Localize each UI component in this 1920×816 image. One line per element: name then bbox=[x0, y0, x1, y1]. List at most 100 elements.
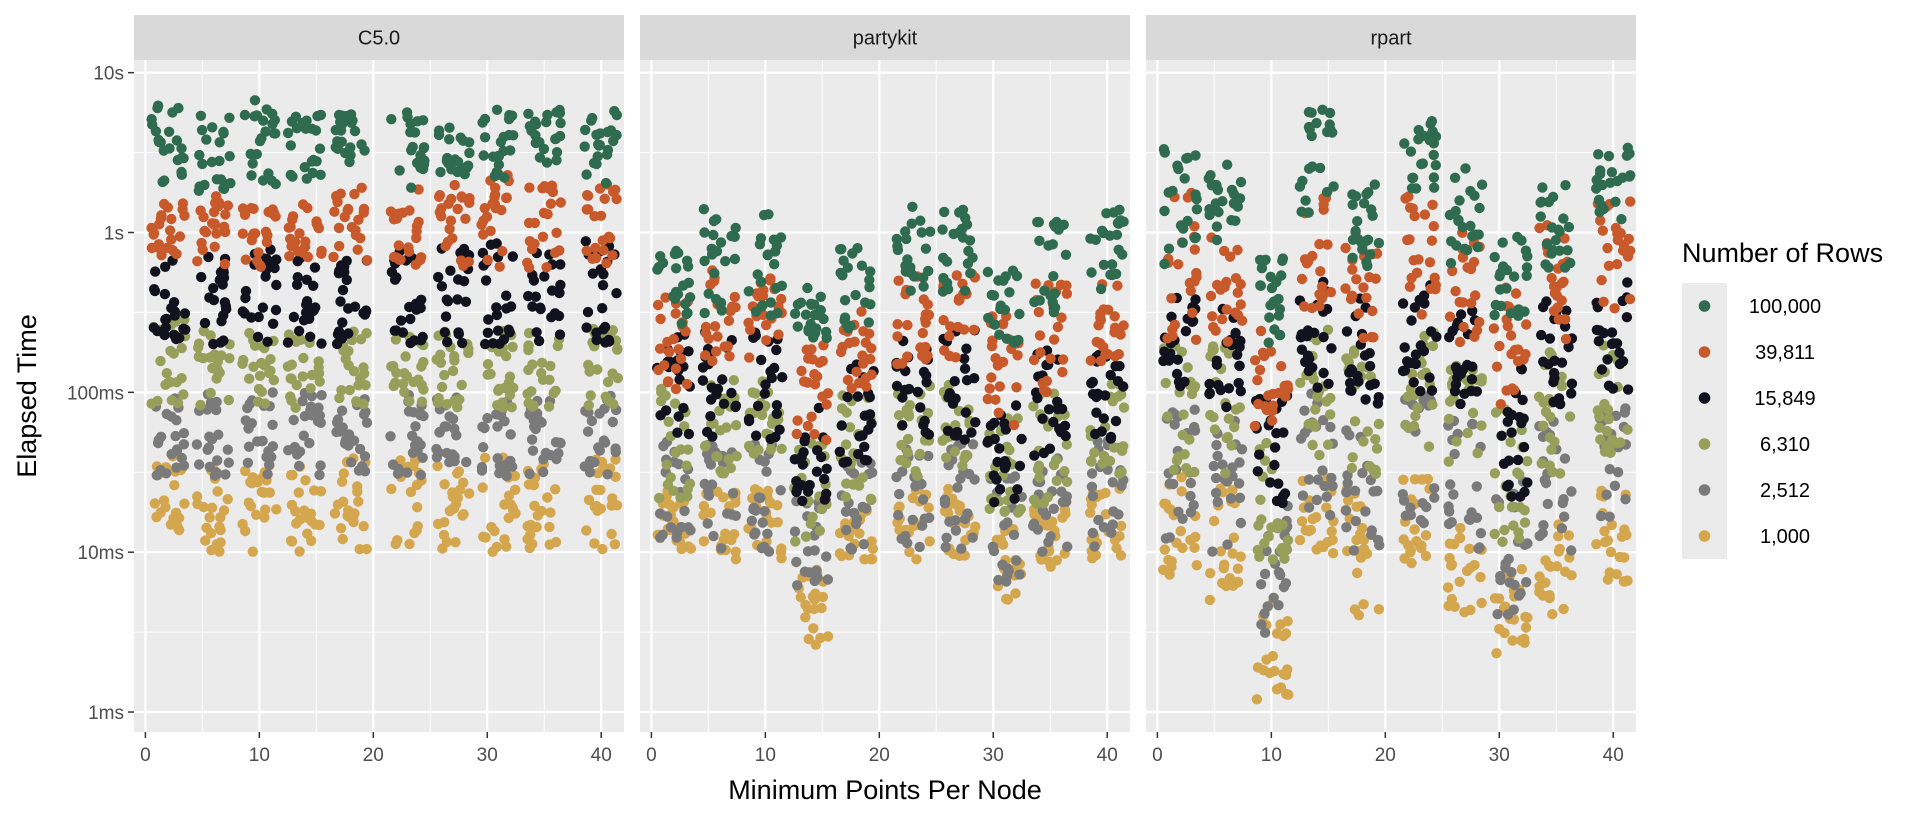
data-point bbox=[709, 321, 721, 332]
data-point bbox=[1517, 394, 1528, 406]
data-point bbox=[1001, 593, 1012, 605]
data-point bbox=[161, 408, 172, 420]
data-point bbox=[1172, 354, 1184, 365]
data-point bbox=[302, 528, 313, 539]
data-point bbox=[725, 462, 736, 474]
data-point bbox=[262, 469, 273, 480]
data-point bbox=[1553, 531, 1564, 542]
data-point bbox=[393, 240, 404, 251]
data-point bbox=[1319, 481, 1331, 492]
data-point bbox=[1093, 514, 1104, 526]
data-point bbox=[853, 448, 864, 460]
data-point bbox=[1105, 369, 1116, 381]
data-point bbox=[1547, 191, 1559, 203]
data-point bbox=[1043, 404, 1055, 415]
data-point bbox=[792, 415, 803, 426]
data-point bbox=[660, 292, 671, 303]
data-point bbox=[1564, 411, 1576, 422]
data-point bbox=[463, 347, 474, 359]
data-point bbox=[1506, 427, 1517, 438]
data-point bbox=[950, 525, 962, 536]
data-point bbox=[453, 274, 464, 285]
data-point bbox=[214, 521, 225, 532]
data-point bbox=[1362, 426, 1373, 437]
data-point bbox=[523, 340, 534, 351]
data-point bbox=[1416, 158, 1427, 170]
data-point bbox=[1424, 257, 1436, 268]
data-point bbox=[1098, 413, 1110, 424]
data-point bbox=[1447, 265, 1458, 277]
data-point bbox=[1407, 172, 1419, 183]
data-point bbox=[479, 203, 490, 214]
facet-panel-rpart: rpart bbox=[1146, 15, 1636, 732]
x-tick-label: 0 bbox=[646, 745, 657, 766]
data-point bbox=[1356, 361, 1368, 372]
data-point bbox=[292, 272, 303, 283]
data-point bbox=[580, 236, 591, 247]
data-point bbox=[1109, 311, 1120, 322]
data-point bbox=[1317, 289, 1329, 301]
data-point bbox=[1399, 138, 1410, 149]
data-point bbox=[851, 518, 862, 530]
data-point bbox=[1469, 559, 1480, 571]
data-point bbox=[1344, 367, 1355, 378]
data-point bbox=[207, 218, 218, 229]
data-point bbox=[1505, 436, 1516, 448]
data-point bbox=[967, 532, 978, 543]
data-point bbox=[802, 282, 813, 294]
data-point bbox=[847, 248, 858, 259]
data-point bbox=[1205, 290, 1217, 302]
data-point bbox=[444, 134, 455, 145]
data-point bbox=[708, 530, 719, 542]
data-point bbox=[389, 325, 400, 336]
data-point bbox=[1443, 456, 1455, 467]
data-point bbox=[1008, 419, 1020, 431]
data-point bbox=[1341, 487, 1352, 498]
data-point bbox=[1370, 434, 1381, 445]
data-point bbox=[1107, 519, 1118, 530]
data-point bbox=[1612, 467, 1624, 478]
data-point bbox=[166, 213, 177, 225]
data-point bbox=[1045, 353, 1056, 364]
data-point bbox=[1208, 515, 1220, 527]
data-point bbox=[1408, 377, 1419, 388]
data-point bbox=[892, 331, 903, 342]
data-point bbox=[814, 357, 825, 368]
data-point bbox=[1265, 477, 1276, 488]
data-point bbox=[863, 317, 874, 328]
data-point bbox=[923, 309, 935, 321]
data-point bbox=[924, 536, 935, 547]
data-point bbox=[1616, 214, 1627, 225]
data-point bbox=[1416, 474, 1428, 485]
data-point bbox=[485, 239, 497, 250]
data-point bbox=[1413, 124, 1424, 136]
data-point bbox=[192, 256, 203, 267]
data-point bbox=[499, 416, 510, 427]
data-point bbox=[800, 309, 812, 320]
data-point bbox=[1007, 265, 1019, 276]
data-point bbox=[1050, 221, 1061, 232]
data-point bbox=[775, 485, 786, 496]
data-point bbox=[194, 149, 205, 161]
data-point bbox=[1424, 372, 1435, 383]
data-point bbox=[499, 172, 510, 183]
data-point bbox=[1282, 380, 1293, 391]
data-point bbox=[814, 525, 825, 536]
data-point bbox=[337, 317, 348, 328]
data-point bbox=[1563, 221, 1575, 233]
data-point bbox=[1366, 331, 1377, 343]
x-tick-label: 40 bbox=[1603, 745, 1624, 766]
data-point bbox=[599, 193, 610, 204]
data-point bbox=[1594, 411, 1605, 422]
data-point bbox=[1373, 237, 1385, 249]
data-point bbox=[958, 324, 970, 335]
data-point bbox=[1423, 441, 1435, 452]
data-point bbox=[807, 511, 818, 523]
data-point bbox=[536, 505, 547, 517]
data-point bbox=[896, 439, 907, 451]
data-point bbox=[1612, 175, 1623, 187]
data-point bbox=[1541, 239, 1553, 250]
data-point bbox=[1235, 551, 1246, 562]
data-point bbox=[1211, 439, 1222, 451]
data-point bbox=[606, 528, 617, 540]
